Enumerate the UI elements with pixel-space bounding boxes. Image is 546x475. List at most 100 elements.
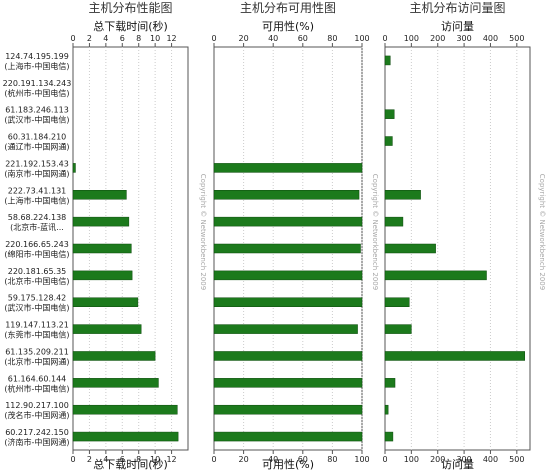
bar	[213, 404, 363, 415]
watermark: Copyright © Networkbench 2009	[538, 174, 546, 290]
tick-label-top: 12	[166, 34, 176, 43]
bar	[213, 351, 363, 361]
tick-label-bottom: 60	[298, 455, 308, 464]
bar	[213, 378, 363, 388]
bar	[213, 190, 360, 200]
tick-label-bottom: 500	[509, 455, 524, 464]
host-ip-label: 60.217.242.150	[5, 428, 69, 437]
x-axis-title-bottom: 总下载时间(秒)	[93, 457, 168, 471]
host-ip-label: 112.90.217.100	[5, 401, 69, 410]
host-location-label: (上海市-中国电信)	[4, 61, 69, 71]
tick-label-bottom: 0	[211, 455, 216, 464]
tick-label-top: 0	[382, 34, 387, 43]
bar	[72, 270, 133, 281]
tick-label-bottom: 100	[354, 455, 369, 464]
bar	[72, 163, 76, 173]
bar	[384, 297, 410, 307]
tick-label-bottom: 10	[150, 455, 160, 464]
bar	[213, 270, 363, 281]
tick-label-bottom: 20	[239, 455, 249, 464]
bar	[72, 216, 130, 227]
bar	[384, 404, 389, 415]
bar	[213, 324, 358, 334]
watermark: Copyright © Networkbench 2009	[199, 174, 207, 290]
tick-label-bottom: 2	[87, 455, 92, 464]
tick-label-bottom: 8	[136, 455, 141, 464]
bar	[384, 270, 487, 281]
host-location-label: (武汉市-中国电信)	[4, 115, 69, 125]
tick-label-top: 2	[87, 34, 92, 43]
host-ip-label: 60.31.184.210	[8, 133, 67, 142]
tick-label-bottom: 0	[382, 455, 387, 464]
host-location-label: (济南市-中国网通)	[4, 437, 69, 447]
tick-label-bottom: 12	[166, 455, 176, 464]
bar	[72, 431, 179, 442]
bar	[72, 297, 139, 307]
tick-label-top: 200	[430, 34, 445, 43]
bar	[213, 243, 361, 254]
host-ip-label: 59.175.128.42	[8, 294, 67, 303]
host-ip-label: 119.147.113.21	[5, 321, 69, 330]
host-location-label: (北京市-中国网通)	[4, 356, 69, 366]
tick-label-bottom: 400	[483, 455, 498, 464]
chart-title: 主机分布性能图	[88, 1, 172, 15]
bar	[72, 190, 127, 200]
tick-label-top: 500	[509, 34, 524, 43]
host-ip-label: 124.74.195.199	[5, 52, 69, 61]
bar	[72, 404, 178, 415]
host-ip-label: 222.73.41.131	[8, 186, 67, 195]
host-ip-label: 220.191.134.243	[3, 79, 72, 88]
host-ip-label: 61.135.209.211	[5, 347, 69, 356]
bar	[384, 378, 396, 388]
tick-label-bottom: 300	[456, 455, 471, 464]
host-ip-label: 220.181.65.35	[8, 267, 67, 276]
host-location-label: (茂名市-中国网通)	[4, 410, 69, 420]
chart-title: 主机分布访问量图	[409, 1, 505, 15]
x-axis-title-bottom: 访问量	[441, 458, 474, 471]
tick-label-bottom: 0	[70, 455, 75, 464]
tick-label-top: 100	[404, 34, 419, 43]
host-ip-label: 58.68.224.138	[8, 213, 67, 222]
bar	[384, 324, 412, 334]
host-location-label: (东莞市-中国电信)	[4, 330, 69, 340]
host-location-label: (北京市-蓝讯...	[10, 222, 64, 232]
host-location-label: (北京市-中国电信)	[4, 276, 69, 286]
tick-label-top: 6	[120, 34, 125, 43]
tick-label-top: 10	[150, 34, 160, 43]
host-location-label: (武汉市-中国电信)	[4, 303, 69, 313]
x-axis-title-top: 总下载时间(秒)	[93, 19, 168, 33]
tick-label-bottom: 40	[268, 455, 278, 464]
tick-label-bottom: 4	[103, 455, 108, 464]
bar	[384, 136, 393, 146]
chart-title: 主机分布可用性图	[240, 1, 336, 15]
bar	[72, 351, 156, 361]
bar	[213, 297, 363, 307]
host-ip-label: 61.164.60.144	[8, 374, 67, 383]
bar	[384, 216, 404, 227]
tick-label-bottom: 200	[430, 455, 445, 464]
tick-label-top: 0	[211, 34, 216, 43]
x-axis-title-top: 可用性(%)	[262, 19, 314, 33]
host-location-label: (绵阳市-中国电信)	[4, 249, 69, 259]
tick-label-top: 100	[354, 34, 369, 43]
tick-label-top: 8	[136, 34, 141, 43]
tick-label-top: 20	[239, 34, 249, 43]
host-location-label: (上海市-中国电信)	[4, 195, 69, 205]
bar	[384, 109, 395, 119]
bar	[213, 216, 363, 227]
host-ip-label: 221.192.153.43	[5, 159, 69, 168]
host-location-label: (杭州市-中国电信)	[4, 383, 69, 393]
host-location-label: (杭州市-中国电信)	[4, 88, 69, 98]
host-location-label: (通辽市-中国网通)	[4, 142, 69, 152]
tick-label-top: 4	[103, 34, 108, 43]
bar	[213, 163, 363, 173]
bar	[72, 324, 142, 334]
tick-label-top: 300	[456, 34, 471, 43]
bar	[72, 243, 132, 254]
bar	[384, 243, 436, 254]
x-axis-title-bottom: 可用性(%)	[262, 457, 314, 471]
bar	[72, 378, 159, 388]
bar	[384, 55, 391, 66]
